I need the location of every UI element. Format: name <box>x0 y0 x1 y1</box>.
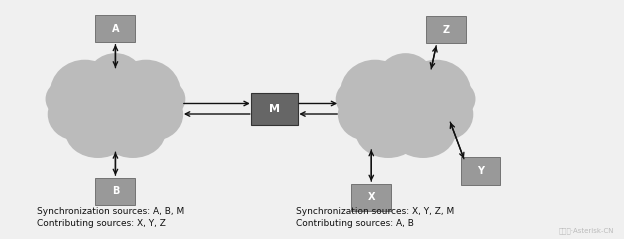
Text: Contributing sources: X, Y, Z: Contributing sources: X, Y, Z <box>37 219 167 228</box>
Ellipse shape <box>67 66 163 154</box>
Ellipse shape <box>126 88 183 141</box>
Ellipse shape <box>432 79 475 119</box>
Ellipse shape <box>65 106 131 158</box>
Ellipse shape <box>401 60 471 125</box>
FancyBboxPatch shape <box>351 184 391 211</box>
Ellipse shape <box>338 88 394 141</box>
FancyBboxPatch shape <box>251 93 298 125</box>
Ellipse shape <box>50 60 120 125</box>
Ellipse shape <box>417 88 474 141</box>
FancyBboxPatch shape <box>426 16 466 43</box>
Ellipse shape <box>142 79 185 119</box>
FancyBboxPatch shape <box>95 178 135 205</box>
Ellipse shape <box>47 88 104 141</box>
Text: Synchronization sources: X, Y, Z, M: Synchronization sources: X, Y, Z, M <box>296 207 455 216</box>
Ellipse shape <box>358 66 454 154</box>
Text: M: M <box>269 104 280 114</box>
Ellipse shape <box>391 106 456 158</box>
Text: 公众号·Asterisk-CN: 公众号·Asterisk-CN <box>559 228 615 234</box>
Text: Z: Z <box>442 25 450 35</box>
Ellipse shape <box>100 106 166 158</box>
Ellipse shape <box>46 79 89 119</box>
FancyBboxPatch shape <box>461 157 500 185</box>
FancyBboxPatch shape <box>95 15 135 42</box>
Ellipse shape <box>377 53 434 106</box>
Ellipse shape <box>111 60 181 125</box>
Text: Contributing sources: A, B: Contributing sources: A, B <box>296 219 414 228</box>
Ellipse shape <box>336 79 379 119</box>
Text: B: B <box>112 186 119 196</box>
Text: Synchronization sources: A, B, M: Synchronization sources: A, B, M <box>37 207 185 216</box>
Ellipse shape <box>340 60 410 125</box>
Ellipse shape <box>87 53 144 106</box>
Text: X: X <box>368 192 375 202</box>
Text: Y: Y <box>477 166 484 176</box>
Ellipse shape <box>355 106 421 158</box>
Text: A: A <box>112 24 119 34</box>
